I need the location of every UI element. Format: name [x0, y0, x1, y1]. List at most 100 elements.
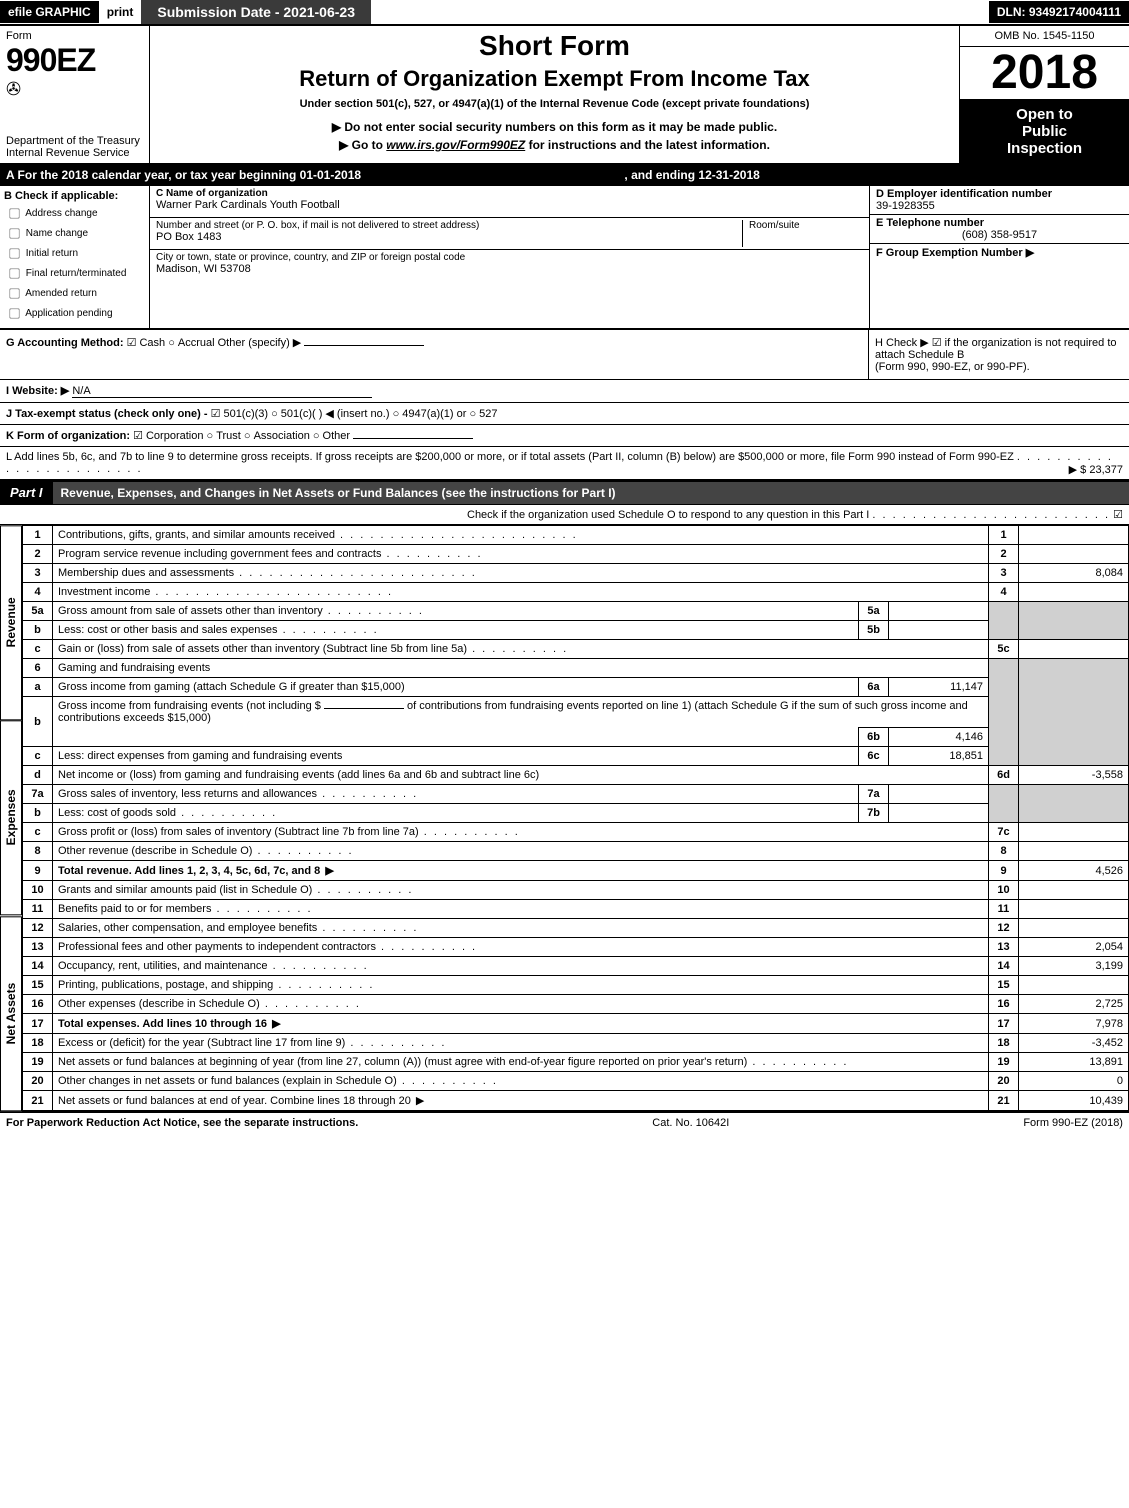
section-b-label: B Check if applicable: — [4, 190, 145, 202]
l14-desc: Occupancy, rent, utilities, and maintena… — [58, 960, 369, 972]
app-pending-label: Application pending — [25, 308, 112, 319]
line-7a: 7a Gross sales of inventory, less return… — [23, 785, 1129, 804]
l6b-num: b — [23, 697, 53, 747]
l6d-val: -3,558 — [1019, 766, 1129, 785]
l7b-num: b — [23, 804, 53, 823]
accounting-cash[interactable]: Cash — [127, 337, 166, 349]
l7b-desc: Less: cost of goods sold — [58, 807, 277, 819]
period-row: A For the 2018 calendar year, or tax yea… — [0, 165, 1129, 186]
l7ab-shade-num — [989, 785, 1019, 823]
goto-pre: ▶ Go to — [339, 138, 386, 152]
footer-left: For Paperwork Reduction Act Notice, see … — [6, 1117, 358, 1129]
l21-num: 21 — [23, 1091, 53, 1111]
l7c-val — [1019, 823, 1129, 842]
accounting-other-input[interactable] — [304, 345, 424, 346]
section-g: G Accounting Method: Cash Accrual Other … — [0, 330, 869, 379]
taxex-4947[interactable]: 4947(a)(1) or — [393, 408, 467, 420]
line-16: 16 Other expenses (describe in Schedule … — [23, 995, 1129, 1014]
line-12: 12 Salaries, other compensation, and emp… — [23, 919, 1129, 938]
l1-ln: 1 — [989, 526, 1019, 545]
lines-table-col: 1 Contributions, gifts, grants, and simi… — [22, 525, 1129, 1111]
l18-num: 18 — [23, 1034, 53, 1053]
taxex-527[interactable]: 527 — [470, 408, 498, 420]
section-i: I Website: ▶ N/A — [0, 380, 1129, 403]
l4-desc: Investment income — [58, 586, 393, 598]
l14-num: 14 — [23, 957, 53, 976]
l4-num: 4 — [23, 583, 53, 602]
l2-ln: 2 — [989, 545, 1019, 564]
formorg-other[interactable]: Other — [313, 430, 350, 442]
l19-num: 19 — [23, 1053, 53, 1072]
checkbox-app-pending[interactable]: Application pending — [4, 304, 145, 323]
l6-desc: Gaming and fundraising events — [53, 659, 989, 678]
formorg-assoc[interactable]: Association — [244, 430, 310, 442]
part1-header: Part I Revenue, Expenses, and Changes in… — [0, 481, 1129, 505]
l6a-num: a — [23, 678, 53, 697]
checkbox-name-change[interactable]: Name change — [4, 224, 145, 243]
l13-ln: 13 — [989, 938, 1019, 957]
section-h-text: H Check ▶ ☑ if the organization is not r… — [875, 336, 1123, 361]
l21-desc: Net assets or fund balances at end of ye… — [58, 1095, 426, 1107]
l3-num: 3 — [23, 564, 53, 583]
l7a-num: 7a — [23, 785, 53, 804]
omb-number: OMB No. 1545-1150 — [960, 26, 1129, 47]
line-5c: c Gain or (loss) from sale of assets oth… — [23, 640, 1129, 659]
l5a-subv — [889, 602, 989, 621]
checkbox-address-change[interactable]: Address change — [4, 204, 145, 223]
accounting-accrual[interactable]: Accrual — [168, 337, 214, 349]
line-13: 13 Professional fees and other payments … — [23, 938, 1129, 957]
l6d-num: d — [23, 766, 53, 785]
goto-link[interactable]: www.irs.gov/Form990EZ — [386, 138, 525, 152]
l7a-subn: 7a — [859, 785, 889, 804]
l12-num: 12 — [23, 919, 53, 938]
checkbox-final-return[interactable]: Final return/terminated — [4, 264, 145, 283]
checkbox-initial-return[interactable]: Initial return — [4, 244, 145, 263]
l12-desc: Salaries, other compensation, and employ… — [58, 922, 418, 934]
line-6b2: 6b 4,146 — [23, 728, 1129, 747]
side-netassets: Net Assets — [0, 916, 22, 1111]
phone-label: E Telephone number — [876, 217, 984, 229]
org-street-row: Number and street (or P. O. box, if mail… — [150, 218, 869, 250]
l12-ln: 12 — [989, 919, 1019, 938]
l5a-num: 5a — [23, 602, 53, 621]
line-1: 1 Contributions, gifts, grants, and simi… — [23, 526, 1129, 545]
formorg-trust[interactable]: Trust — [207, 430, 241, 442]
print-button[interactable]: print — [99, 1, 142, 23]
l18-desc: Excess or (deficit) for the year (Subtra… — [58, 1037, 446, 1049]
l15-desc: Printing, publications, postage, and shi… — [58, 979, 374, 991]
irs-label: Internal Revenue Service — [6, 147, 143, 159]
lines-container: Revenue Expenses Net Assets 1 Contributi… — [0, 525, 1129, 1111]
section-l-text: L Add lines 5b, 6c, and 7b to line 9 to … — [6, 451, 1014, 463]
line-9: 9 Total revenue. Add lines 1, 2, 3, 4, 5… — [23, 861, 1129, 881]
city-label: City or town, state or province, country… — [156, 252, 863, 263]
checkbox-amended-return[interactable]: Amended return — [4, 284, 145, 303]
org-city-row: City or town, state or province, country… — [150, 250, 869, 282]
l10-ln: 10 — [989, 881, 1019, 900]
part1-checkbox[interactable]: ☑ — [1113, 509, 1123, 521]
efile-label: efile GRAPHIC — [0, 1, 99, 23]
website-value: N/A — [72, 385, 372, 398]
taxex-501c3[interactable]: 501(c)(3) — [211, 408, 269, 420]
l6d-desc: Net income or (loss) from gaming and fun… — [53, 766, 989, 785]
line-4: 4 Investment income 4 — [23, 583, 1129, 602]
l3-desc: Membership dues and assessments — [58, 567, 477, 579]
org-name-label: C Name of organization — [156, 188, 863, 199]
formorg-corp[interactable]: Corporation — [133, 430, 203, 442]
l7c-desc: Gross profit or (loss) from sales of inv… — [58, 826, 520, 838]
l3-ln: 3 — [989, 564, 1019, 583]
l6-num: 6 — [23, 659, 53, 678]
line-14: 14 Occupancy, rent, utilities, and maint… — [23, 957, 1129, 976]
part1-check: Check if the organization used Schedule … — [0, 505, 1129, 525]
part1-check-text: Check if the organization used Schedule … — [467, 509, 869, 521]
org-name-value: Warner Park Cardinals Youth Football — [156, 199, 863, 211]
line-6c: c Less: direct expenses from gaming and … — [23, 747, 1129, 766]
l21-val: 10,439 — [1019, 1091, 1129, 1111]
formorg-other-input[interactable] — [353, 438, 473, 439]
accounting-other[interactable]: Other (specify) ▶ — [218, 337, 302, 349]
l17-val: 7,978 — [1019, 1014, 1129, 1034]
section-h: H Check ▶ ☑ if the organization is not r… — [869, 330, 1129, 379]
l6b-blank[interactable] — [324, 708, 404, 709]
taxex-501c[interactable]: 501(c)( ) ◀ (insert no.) — [271, 408, 389, 420]
short-form-title: Short Form — [158, 30, 951, 62]
section-f: F Group Exemption Number ▶ — [870, 244, 1129, 261]
